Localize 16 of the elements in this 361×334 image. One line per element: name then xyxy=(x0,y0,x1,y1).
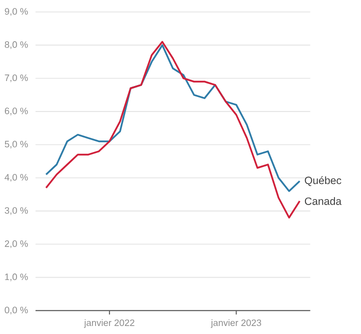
line-series xyxy=(45,44,301,192)
y-tick-label: 9,0 % xyxy=(4,8,28,16)
y-tick-label: 5,0 % xyxy=(4,140,28,148)
x-tick-label: janvier 2022 xyxy=(84,319,134,328)
y-tick-label: 3,0 % xyxy=(4,206,28,215)
y-tick-label: 4,0 % xyxy=(4,174,28,182)
y-tick-label: 7,0 % xyxy=(4,74,28,82)
y-tick-label: 0,0 % xyxy=(4,306,28,314)
x-tick-label: janvier 2023 xyxy=(210,319,262,328)
y-tick-label: 2,0 % xyxy=(4,240,28,248)
y-tick-label: 8,0 % xyxy=(4,41,28,49)
y-tick-label: 6,0 % xyxy=(4,107,28,116)
y-tick-label: 1,0 % xyxy=(5,273,28,281)
series-label: Québec xyxy=(304,176,342,186)
line-series xyxy=(45,40,301,218)
series-label: Canada xyxy=(304,196,342,205)
